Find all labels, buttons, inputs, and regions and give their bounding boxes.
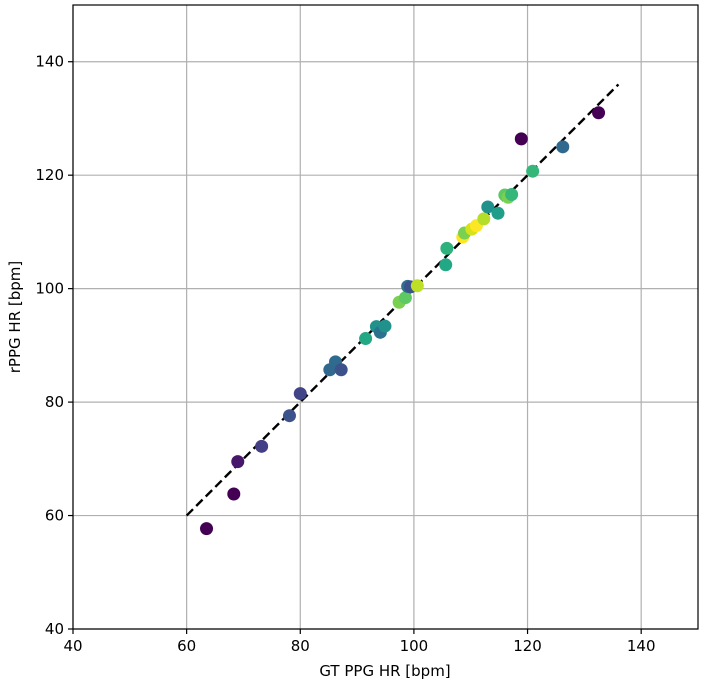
y-tick-label: 120	[35, 166, 64, 184]
data-point	[505, 187, 519, 201]
data-points	[200, 106, 606, 536]
data-point	[477, 212, 491, 226]
data-point	[231, 455, 245, 469]
y-axis-ticks: 40 60 80 100 120 140	[35, 53, 73, 638]
data-point	[398, 291, 412, 305]
data-point	[255, 439, 269, 453]
y-tick-label: 40	[45, 620, 64, 638]
x-tick-label: 60	[177, 637, 196, 655]
x-axis-ticks: 40 60 80 100 120 140	[63, 629, 656, 655]
x-tick-label: 40	[63, 637, 82, 655]
data-point	[200, 522, 214, 536]
data-point	[282, 409, 296, 423]
y-tick-label: 60	[45, 507, 64, 525]
x-axis-label: GT PPG HR [bpm]	[319, 662, 450, 680]
x-tick-label: 140	[627, 637, 656, 655]
data-point	[514, 132, 528, 146]
data-point	[592, 106, 606, 120]
x-tick-label: 120	[513, 637, 542, 655]
y-tick-label: 80	[45, 393, 64, 411]
data-point	[526, 164, 540, 178]
y-tick-label: 140	[35, 53, 64, 71]
data-point	[378, 319, 392, 333]
data-point	[439, 258, 453, 272]
x-tick-label: 100	[400, 637, 429, 655]
data-point	[440, 241, 454, 255]
plot-frame	[72, 4, 699, 630]
data-point	[556, 140, 570, 154]
grid-lines	[72, 5, 698, 630]
data-point	[481, 200, 495, 214]
y-tick-label: 100	[35, 280, 64, 298]
data-point	[334, 363, 348, 377]
data-point	[410, 279, 424, 293]
data-point	[293, 387, 307, 401]
data-point	[359, 332, 373, 346]
y-axis-label: rPPG HR [bpm]	[6, 261, 24, 373]
data-point	[227, 487, 241, 501]
x-tick-label: 80	[291, 637, 310, 655]
data-point	[491, 206, 505, 220]
